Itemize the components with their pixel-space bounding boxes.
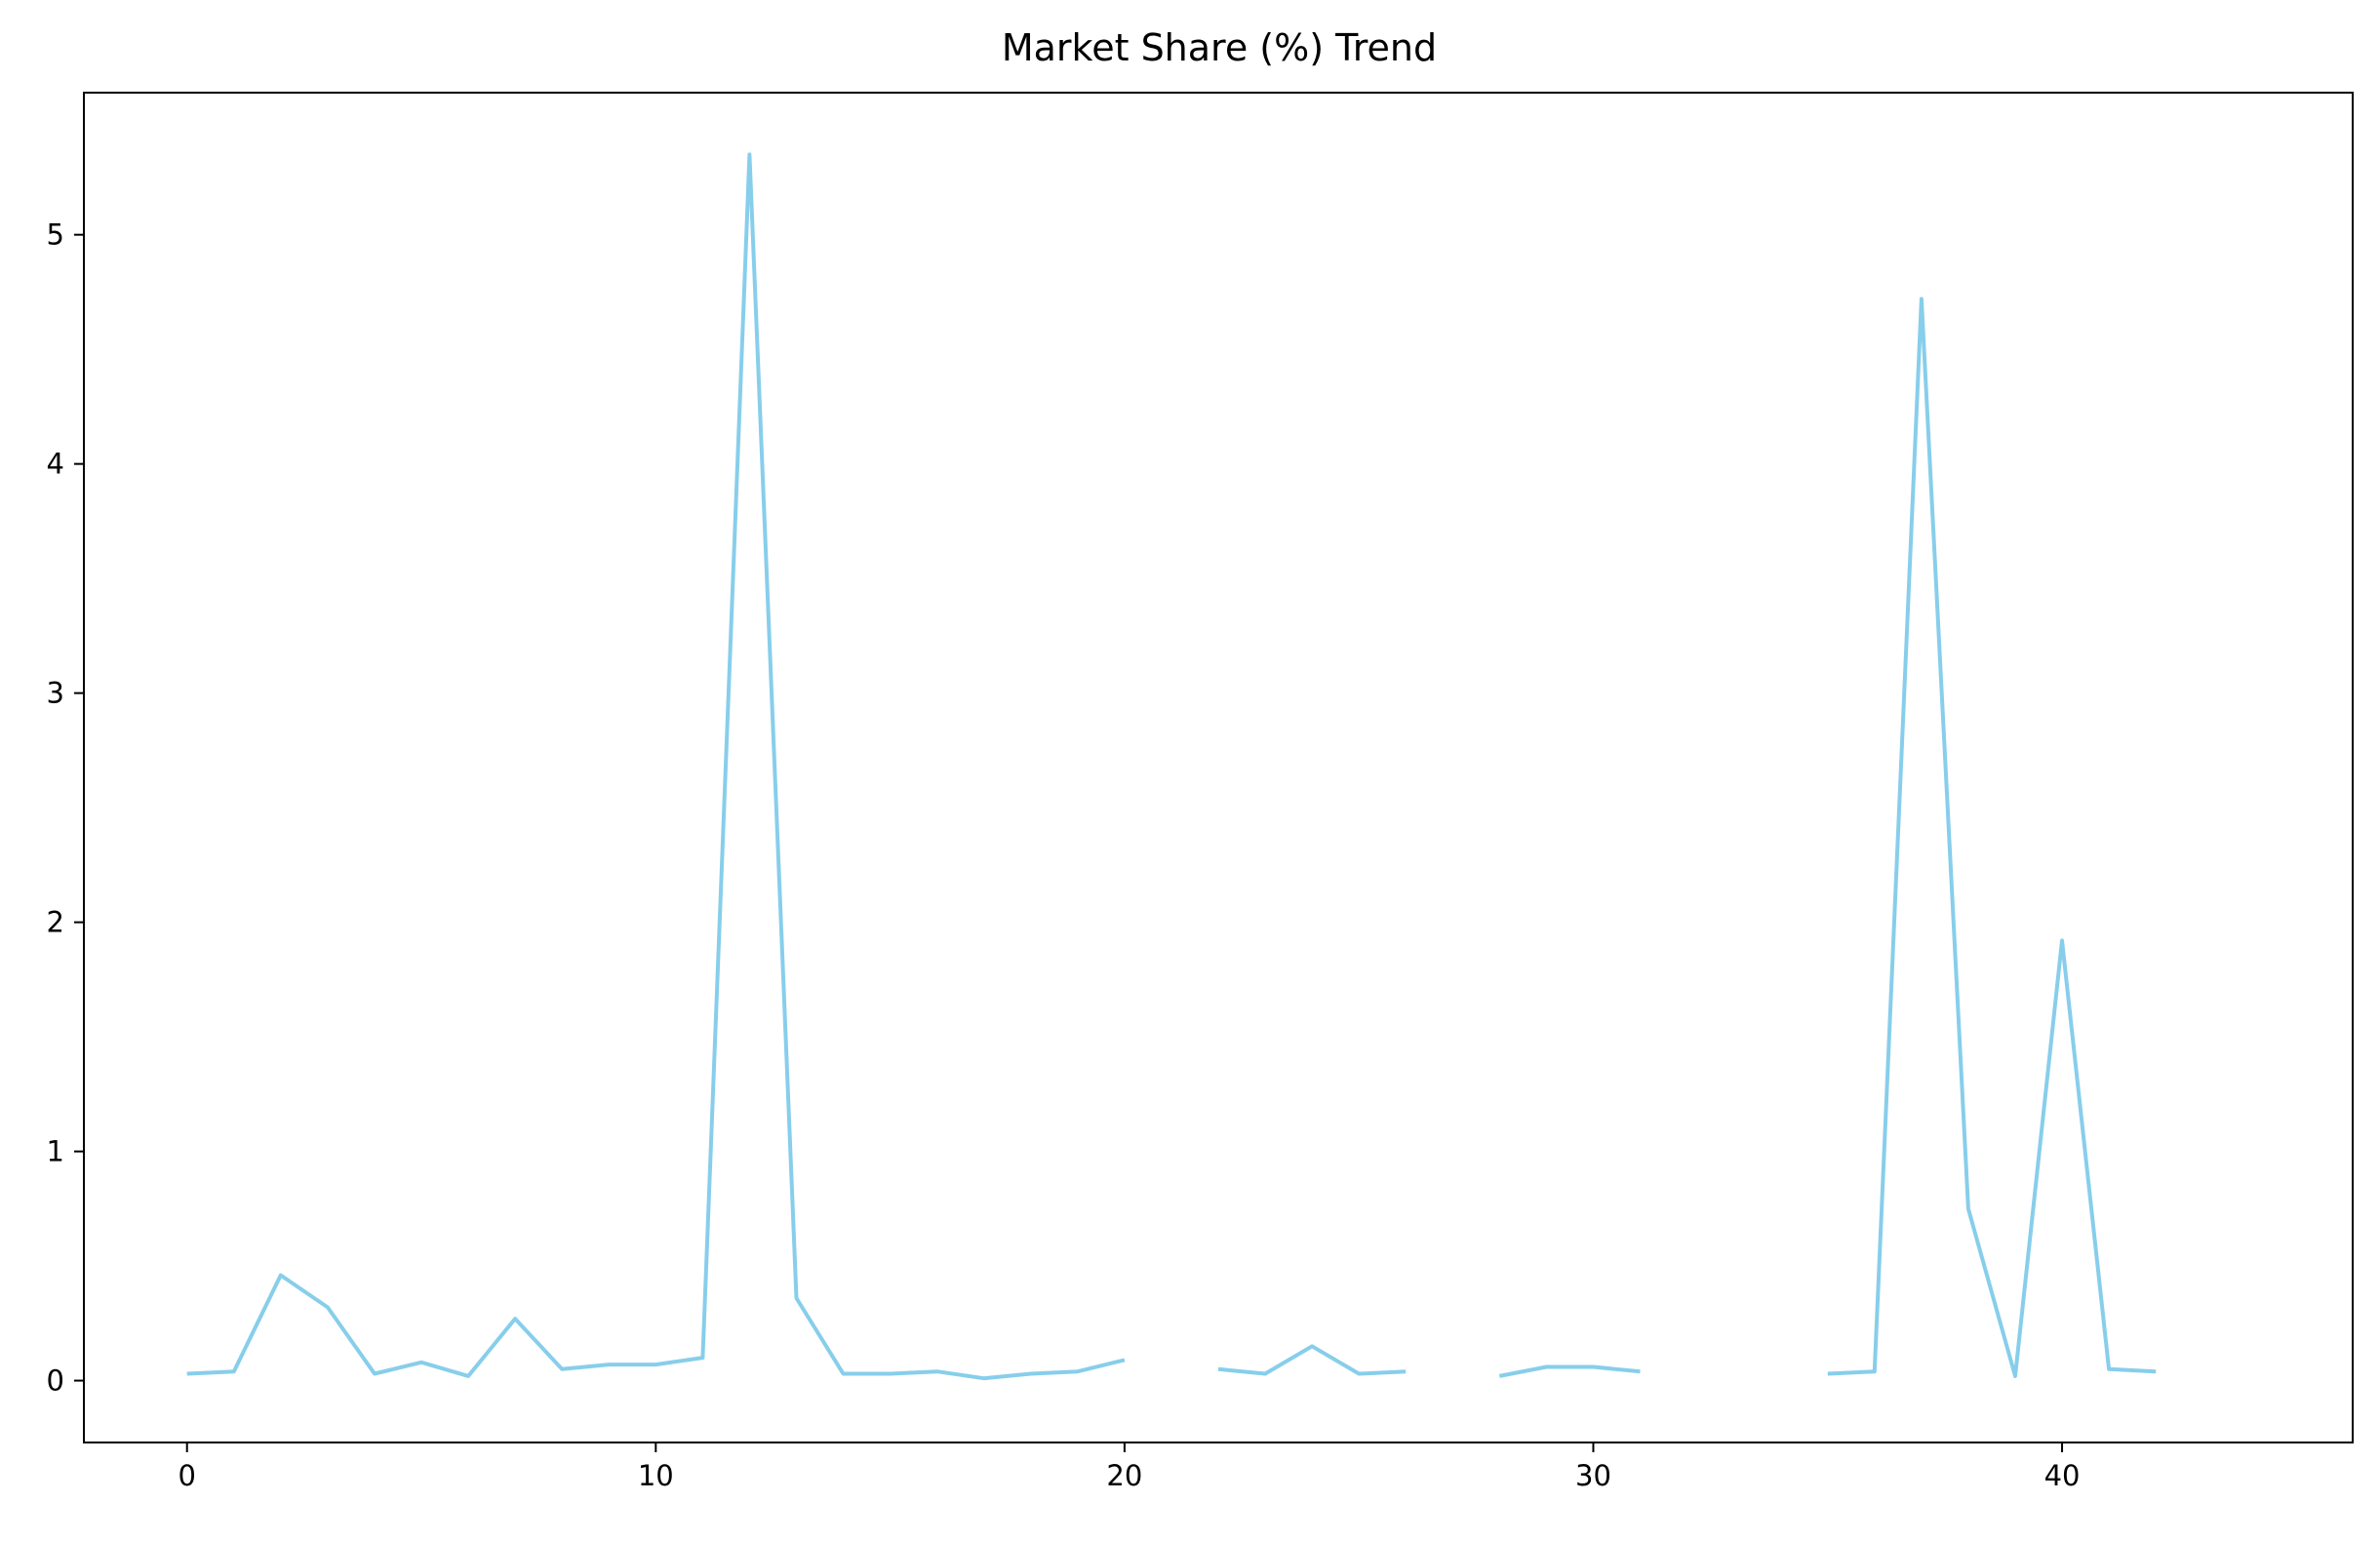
- y-tick-label: 0: [47, 1364, 64, 1398]
- y-tick-label: 5: [47, 218, 64, 252]
- x-tick-label: 40: [2044, 1459, 2081, 1492]
- y-tick-label: 2: [47, 906, 64, 939]
- y-tick-label: 3: [47, 677, 64, 710]
- series-line: [186, 152, 2157, 1381]
- y-tick-label: 1: [47, 1135, 64, 1168]
- x-tick-label: 20: [1106, 1459, 1142, 1492]
- plot-frame: [83, 92, 2354, 1443]
- x-tick-label: 0: [178, 1459, 196, 1492]
- series-layer: [186, 152, 2157, 1381]
- chart-title: Market Share (%) Trend: [1002, 26, 1437, 69]
- y-tick-label: 4: [47, 448, 64, 481]
- y-axis: 0 1 2 3 4 5: [47, 218, 84, 1398]
- x-tick-label: 30: [1575, 1459, 1611, 1492]
- x-axis: 0 10 20 30 40: [178, 1442, 2081, 1492]
- x-tick-label: 10: [638, 1459, 674, 1492]
